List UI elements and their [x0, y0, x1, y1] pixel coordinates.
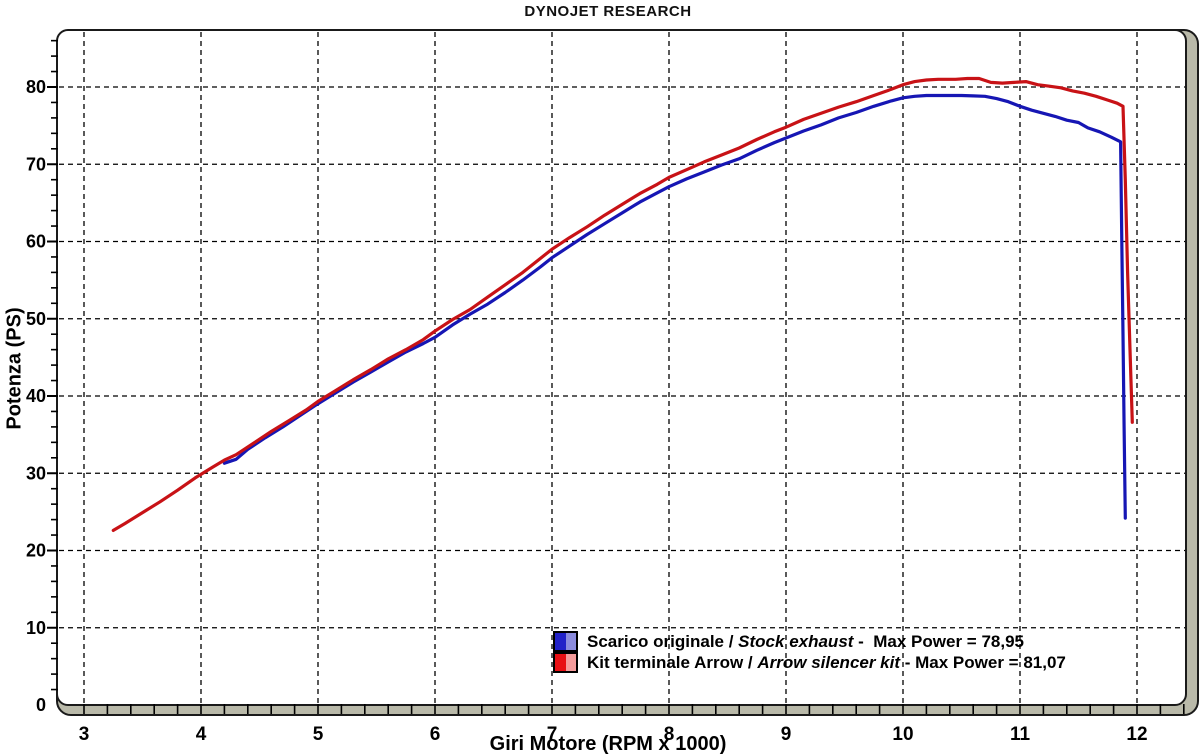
y-tick-label: 10 [26, 618, 46, 638]
x-tick-label: 4 [196, 724, 207, 745]
legend-name-en: Arrow silencer kit [757, 652, 901, 672]
legend-separator: / [743, 652, 758, 672]
x-axis-title: Giri Motore (RPM x 1000) [489, 733, 727, 755]
y-tick-label: 20 [26, 541, 46, 561]
x-tick-label: 5 [313, 724, 324, 745]
arrow-kit-curve [111, 76, 1134, 533]
chart-legend: Scarico originale / Stock exhaust - Max … [553, 631, 1066, 673]
x-tick-label: 9 [781, 724, 792, 745]
x-tick-label: 10 [892, 724, 913, 745]
y-tick-label: 40 [26, 386, 46, 406]
x-tick-label: 3 [79, 724, 90, 745]
legend-name-it: Kit terminale Arrow [587, 652, 744, 672]
legend-max-power: - Max Power = 78,95 [853, 631, 1024, 651]
legend-max-power: - Max Power = 81,07 [900, 652, 1066, 672]
x-tick-label: 7 [547, 724, 558, 745]
y-tick-label: 60 [26, 232, 46, 252]
y-tick-label: 0 [36, 695, 46, 715]
x-tick-label: 11 [1010, 724, 1031, 745]
y-tick-label: 70 [26, 154, 46, 174]
legend-label-arrow-kit: Kit terminale Arrow / Arrow silencer kit… [587, 653, 1066, 673]
y-tick-label: 30 [26, 463, 46, 483]
legend-item-stock-exhaust: Scarico originale / Stock exhaust - Max … [553, 631, 1066, 652]
x-tick-label: 6 [430, 724, 441, 745]
legend-swatch-blue-icon [553, 631, 578, 652]
legend-item-arrow-kit: Kit terminale Arrow / Arrow silencer kit… [553, 652, 1066, 673]
x-tick-label: 12 [1126, 724, 1147, 745]
y-tick-label: 50 [26, 309, 46, 329]
legend-swatch-red-icon [553, 652, 578, 673]
chart-title: DYNOJET RESEARCH [524, 3, 692, 20]
legend-label-stock-exhaust: Scarico originale / Stock exhaust - Max … [587, 632, 1024, 652]
plot-area [56, 29, 1187, 706]
y-axis-title: Potenza (PS) [3, 307, 26, 430]
legend-name-en: Stock exhaust [738, 631, 854, 651]
legend-name-it: Scarico originale [587, 631, 724, 651]
x-tick-label: 8 [664, 724, 675, 745]
y-tick-label: 80 [26, 77, 46, 97]
stock-exhaust-curve [222, 93, 1127, 520]
legend-separator: / [724, 631, 739, 651]
